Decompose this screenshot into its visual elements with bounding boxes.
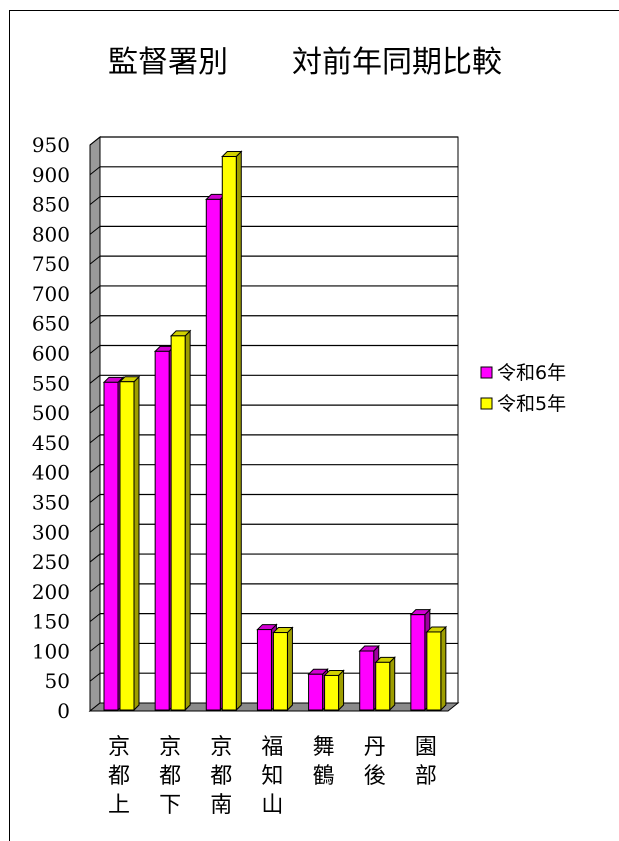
y-tick-label: 250	[32, 550, 70, 574]
y-tick-label: 900	[32, 163, 70, 187]
bar-front	[273, 633, 287, 710]
y-tick-label: 550	[32, 371, 70, 395]
bar-side	[441, 627, 446, 710]
bar-front	[360, 651, 374, 710]
bar	[325, 670, 344, 710]
x-category-label: 京都南	[210, 735, 232, 818]
y-tick-label: 800	[32, 222, 70, 246]
legend-label: 令和6年	[497, 362, 566, 384]
bar-front	[411, 615, 425, 710]
chart-side-wall	[90, 137, 100, 711]
y-tick-label: 500	[32, 401, 70, 425]
y-tick-label: 100	[32, 639, 70, 663]
chart-title-part: 監督署別	[108, 45, 228, 80]
bar-front	[104, 382, 118, 710]
bar	[427, 627, 446, 710]
y-tick-label: 750	[32, 252, 70, 276]
x-category-label: 京都上	[108, 735, 130, 818]
x-category-label: 舞鶴	[313, 735, 335, 789]
legend-item: 令和5年	[481, 393, 566, 415]
x-category-label: 園部	[415, 735, 437, 789]
bar-front	[120, 382, 134, 710]
bar-front	[376, 662, 390, 710]
bar-front	[171, 336, 185, 710]
y-tick-label: 150	[32, 610, 70, 634]
bar-front	[427, 632, 441, 710]
bar	[273, 628, 292, 710]
legend-item: 令和6年	[481, 362, 566, 384]
legend-swatch	[481, 367, 492, 378]
y-tick-label: 650	[32, 312, 70, 336]
y-tick-label: 0	[57, 699, 70, 723]
y-tick-label: 300	[32, 520, 70, 544]
y-tick-label: 400	[32, 461, 70, 485]
bar-front	[257, 630, 271, 710]
y-tick-label: 350	[32, 490, 70, 514]
chart-back-wall	[100, 137, 458, 703]
y-tick-label: 600	[32, 342, 70, 366]
chart-title-part: 対前年同期比較	[292, 45, 502, 80]
bar-side	[390, 657, 395, 710]
x-category-label: 京都下	[159, 735, 181, 818]
chart-title: 監督署別 対前年同期比較	[108, 45, 502, 80]
bar-side	[287, 628, 292, 710]
x-category-label: 福知山	[261, 735, 283, 818]
y-tick-label: 850	[32, 193, 70, 217]
bar-side	[185, 331, 190, 710]
bar-side	[339, 670, 344, 710]
y-tick-label: 700	[32, 282, 70, 306]
legend-swatch	[481, 398, 492, 409]
bar-front	[222, 157, 236, 710]
y-tick-label: 50	[45, 669, 70, 693]
y-tick-label: 950	[32, 133, 70, 157]
x-category-label: 丹後	[364, 735, 386, 789]
bar	[222, 152, 241, 710]
bar-front	[309, 674, 323, 710]
bar-side	[134, 377, 139, 710]
bar-side	[236, 152, 241, 710]
legend-label: 令和5年	[497, 393, 566, 415]
bar-front	[155, 351, 169, 710]
bar	[376, 657, 395, 710]
bar-front	[325, 675, 339, 710]
bar	[120, 377, 139, 710]
bar	[171, 331, 190, 710]
bar-front	[206, 199, 220, 710]
y-tick-label: 200	[32, 580, 70, 604]
y-tick-label: 450	[32, 431, 70, 455]
